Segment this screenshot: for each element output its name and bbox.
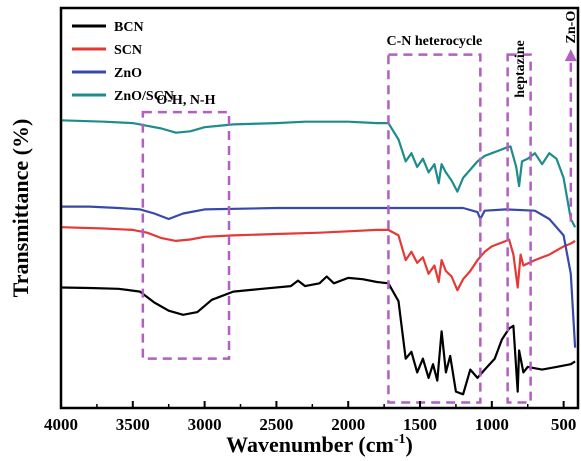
annotation-label-c-n-heterocycle: C-N heterocycle (387, 34, 483, 49)
series-line-bcn (60, 275, 576, 396)
annotation-boxes: O-H, N-H C-N heterocycle heptazine Zn-O (141, 11, 579, 404)
y-axis-title: Transmittance (%) (8, 119, 33, 298)
series-line-zno (61, 205, 577, 348)
x-tick-label-4000: 4000 (44, 415, 78, 434)
annotation-label-heptazine: heptazine (513, 40, 528, 98)
annotation-box-heptazine (506, 53, 532, 404)
annotation-label-zn-o: Zn-O (564, 11, 579, 44)
annotation-label-o-h-n-h: O-H, N-H (156, 93, 215, 108)
x-tick-label-3000: 3000 (188, 415, 222, 434)
legend-label-bcn: BCN (114, 20, 144, 35)
x-tick-label-2500: 2500 (259, 415, 293, 434)
plot-frame (59, 6, 580, 410)
legend-label-scn: SCN (114, 43, 142, 58)
legend: BCN SCN ZnO ZnO/SCN (72, 20, 174, 104)
x-tick-label-3500: 3500 (116, 415, 150, 434)
annotation-box-c-n-heterocycle (387, 53, 482, 404)
x-axis-title-superscript: -1 (394, 432, 406, 447)
x-axis-title: Wavenumber (cm-1) (226, 432, 413, 457)
x-axis-title-main: Wavenumber (cm (226, 432, 394, 457)
x-tick-label-1500: 1500 (403, 415, 437, 434)
legend-label-zno: ZnO (114, 66, 142, 81)
annotation-arrowhead-zn-o (564, 49, 577, 62)
x-tick-label-500: 500 (551, 415, 577, 434)
series-line-scn (60, 226, 576, 292)
plot-lines (60, 119, 577, 396)
x-tick-label-1000: 1000 (475, 415, 509, 434)
x-axis-ticks: 4000 3500 3000 2500 2000 1500 1000 500 (44, 401, 576, 434)
x-tick-label-2000: 2000 (331, 415, 365, 434)
x-axis-title-tail: ) (405, 432, 412, 457)
series-line-zno-scn (60, 119, 577, 228)
legend-label-zno-scn: ZnO/SCN (114, 89, 174, 104)
annotation-box-o-h-n-h (141, 110, 231, 360)
